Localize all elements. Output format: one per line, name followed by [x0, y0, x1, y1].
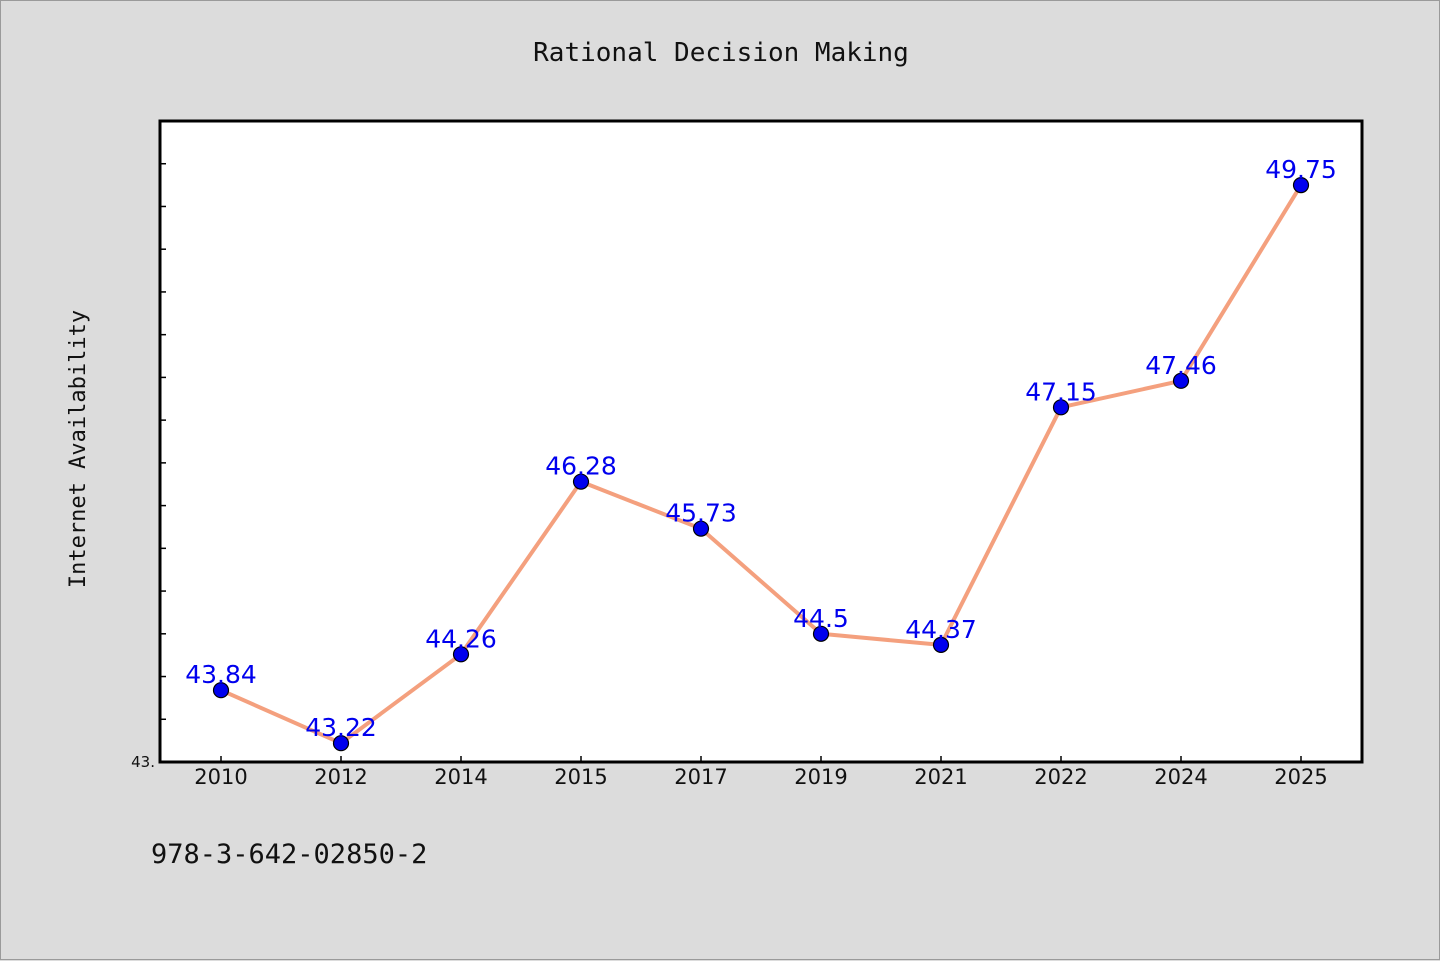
data-label: 47.15 [1025, 377, 1097, 406]
data-label: 44.37 [905, 615, 977, 644]
y-axis-min-label: 43. [131, 753, 155, 771]
data-label: 47.46 [1145, 351, 1217, 380]
chart-title: Rational Decision Making [533, 38, 909, 68]
data-point [212, 682, 230, 699]
data-point [572, 473, 590, 490]
data-labels: 43.84 43.22 44.26 46.28 45.73 44.5 44.37 47.15 4… [185, 155, 1337, 742]
x-tick-label: 2021 [914, 765, 967, 789]
x-tick-label: 2019 [794, 765, 847, 789]
data-point [932, 636, 950, 654]
series-line-group [220, 184, 1303, 746]
x-tick-label: 2010 [194, 765, 247, 789]
data-label: 44.26 [425, 624, 497, 653]
y-axis-ticks [160, 120, 166, 763]
data-label: 49.75 [1265, 155, 1337, 184]
series-markers [212, 177, 1310, 752]
plot-area [158, 119, 1364, 764]
data-label: 43.22 [305, 713, 377, 742]
data-label: 46.28 [545, 452, 617, 481]
data-point [812, 625, 830, 642]
data-point [332, 735, 350, 752]
data-point [1292, 177, 1310, 194]
x-tick-label: 2024 [1154, 765, 1207, 789]
data-point [452, 646, 470, 663]
x-tick-label: 2014 [434, 765, 487, 789]
x-axis-ticks: 2010 2012 2014 2015 2017 2019 2021 2022 2024 2025 [194, 756, 1328, 789]
x-tick-label: 2025 [1274, 765, 1327, 789]
x-tick-label: 2012 [314, 765, 367, 789]
y-axis-label: Internet Availability [66, 310, 91, 588]
footer-identifier: 978-3-642-02850-2 [151, 839, 427, 870]
x-tick-label: 2022 [1034, 765, 1087, 789]
data-label: 43.84 [185, 660, 257, 689]
data-point [1172, 372, 1190, 389]
data-point [1052, 399, 1070, 416]
x-tick-label: 2017 [674, 765, 727, 789]
data-label: 45.73 [665, 499, 737, 528]
x-tick-label: 2015 [554, 765, 607, 789]
data-point [692, 520, 710, 537]
data-label: 44.5 [793, 604, 849, 633]
series-line [220, 184, 1303, 746]
